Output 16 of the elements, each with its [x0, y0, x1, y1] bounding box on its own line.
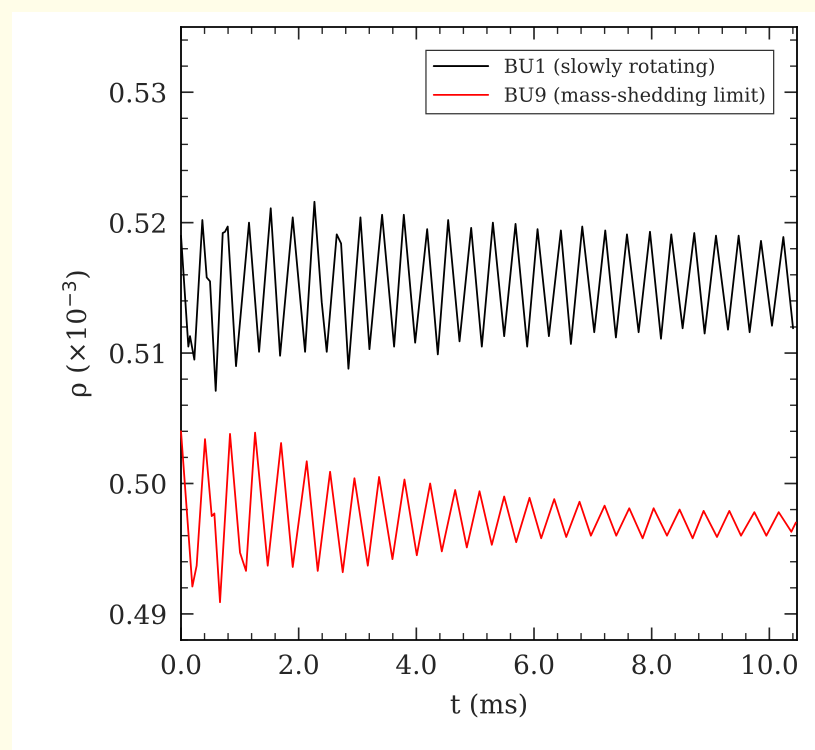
x-tick-label: 8.0 [632, 654, 671, 674]
y-axis-title: ρ (×10$^{−3}$) [62, 271, 92, 396]
y-tick-label: 0.52 [110, 213, 165, 234]
x-tick-label: 6.0 [514, 654, 554, 674]
x-tick-label: 2.0 [279, 654, 318, 674]
x-tick-label: 0.0 [162, 654, 200, 674]
y-tick-label: 0.50 [110, 474, 166, 494]
y-tick-label: 0.53 [110, 82, 166, 103]
legend-label: BU9 (mass-shedding limit) [504, 86, 764, 106]
line-series [180, 430, 797, 604]
x-tick-label: 4.0 [396, 654, 436, 674]
y-tick-label: 0.51 [110, 344, 164, 364]
legend-label: BU1 (slowly rotating) [504, 58, 714, 78]
y-tick-label: 0.49 [110, 604, 166, 624]
x-axis-title: t (ms) [450, 693, 526, 718]
x-tick-label: 10.0 [743, 654, 797, 674]
